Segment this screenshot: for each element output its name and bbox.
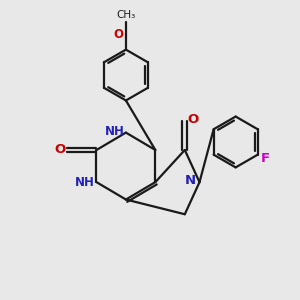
Text: N: N <box>184 174 196 187</box>
Text: O: O <box>187 113 199 126</box>
Text: CH₃: CH₃ <box>116 10 136 20</box>
Text: NH: NH <box>105 125 124 138</box>
Text: NH: NH <box>75 176 95 189</box>
Text: F: F <box>261 152 270 165</box>
Text: O: O <box>113 28 123 41</box>
Text: O: O <box>54 143 65 157</box>
